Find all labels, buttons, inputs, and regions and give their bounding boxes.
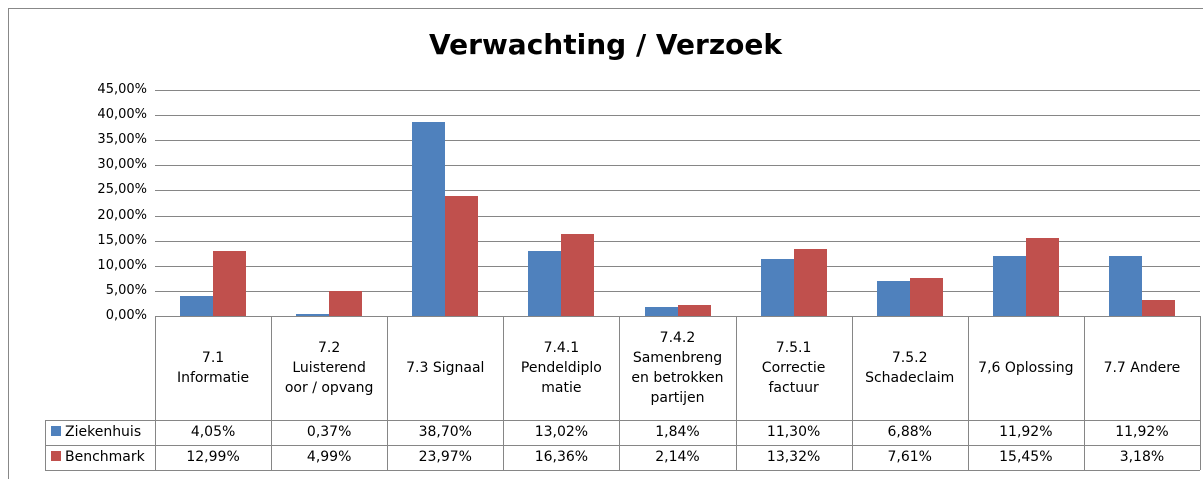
bar <box>1108 256 1142 316</box>
table-cell: 0,37% <box>306 424 352 440</box>
table-border <box>45 445 1200 446</box>
table-border <box>387 316 388 470</box>
bar <box>677 305 711 316</box>
table-cell: 6,88% <box>887 424 932 440</box>
x-tick-label: 7.5.2 Schadeclaim <box>865 350 955 386</box>
y-tick-label: 0,00% <box>105 308 147 323</box>
x-tick-label: 7.4.2 Samenbreng en betrokken partijen <box>631 330 724 406</box>
grid-line <box>155 216 1200 217</box>
table-cell: 1,84% <box>655 424 700 440</box>
table-cell: 7,61% <box>887 449 932 465</box>
y-tick-label: 40,00% <box>97 107 147 123</box>
table-border <box>852 316 853 470</box>
bar <box>876 281 910 316</box>
table-cell: 12,99% <box>186 449 240 465</box>
x-tick-label: 7.4.1 Pendeldiplo matie <box>520 340 602 396</box>
legend-swatch <box>51 451 61 461</box>
legend-swatch <box>51 426 61 436</box>
table-border <box>155 316 156 470</box>
table-border <box>968 316 969 470</box>
y-tick-label: 15,00% <box>97 232 147 248</box>
bar <box>180 295 214 316</box>
legend-label: Benchmark <box>65 449 145 465</box>
bar <box>445 195 479 316</box>
bar <box>644 306 678 316</box>
table-border <box>503 316 504 470</box>
bar <box>1025 238 1059 316</box>
x-tick-label: 7.7 Andere <box>1103 360 1181 376</box>
table-cell: 11,30% <box>766 424 821 440</box>
table-cell: 13,02% <box>534 424 589 440</box>
table-border <box>619 316 620 470</box>
bar <box>213 250 247 316</box>
table-cell: 11,92% <box>999 424 1053 440</box>
grid-line <box>155 241 1200 242</box>
table-cell: 23,97% <box>418 449 472 465</box>
x-tick-label: 7.3 Signaal <box>406 360 485 376</box>
bar <box>329 290 363 316</box>
x-tick-label: 7,6 Oplossing <box>978 360 1074 376</box>
legend-entry: Ziekenhuis <box>45 420 155 445</box>
table-cell: 11,92% <box>1115 424 1169 440</box>
x-tick-label: 7.2 Luisterend oor / opvang <box>284 340 374 396</box>
table-border <box>45 470 1200 471</box>
bar <box>561 233 595 316</box>
bar <box>296 314 330 316</box>
grid-line <box>155 115 1200 116</box>
grid-line <box>155 291 1200 292</box>
grid-line <box>155 140 1200 141</box>
chart-frame <box>8 8 1203 479</box>
table-border <box>1200 316 1201 470</box>
grid-line <box>155 190 1200 191</box>
y-tick-label: 10,00% <box>97 257 147 273</box>
x-tick-label: 7.5.1 Correctie factuur <box>761 340 826 396</box>
y-tick-label: 30,00% <box>97 157 147 173</box>
table-cell: 2,14% <box>655 449 700 465</box>
table-cell: 38,70% <box>418 424 472 440</box>
table-cell: 13,32% <box>766 449 821 465</box>
y-tick-label: 25,00% <box>97 182 147 198</box>
grid-line <box>155 316 1200 317</box>
bar <box>992 256 1026 316</box>
bar <box>909 277 943 316</box>
bar <box>528 250 562 316</box>
table-cell: 16,36% <box>534 449 589 465</box>
table-border <box>45 420 1200 421</box>
table-border <box>271 316 272 470</box>
y-tick-label: 35,00% <box>97 132 147 148</box>
x-tick-label: 7.1 Informatie <box>176 350 250 386</box>
table-cell: 3,18% <box>1119 449 1165 465</box>
grid-line <box>155 90 1200 91</box>
grid-line <box>155 266 1200 267</box>
y-tick-label: 45,00% <box>97 82 147 97</box>
legend-label: Ziekenhuis <box>65 424 142 440</box>
y-tick-label: 5,00% <box>105 282 147 298</box>
table-cell: 15,45% <box>999 449 1053 465</box>
bar <box>793 249 827 316</box>
chart-title: Verwachting / Verzoek <box>429 28 782 61</box>
y-tick-label: 20,00% <box>97 207 147 223</box>
legend-entry: Benchmark <box>45 445 155 470</box>
table-border <box>1084 316 1085 470</box>
table-cell: 4,05% <box>190 424 236 440</box>
bar <box>412 121 446 316</box>
table-border <box>736 316 737 470</box>
table-cell: 4,99% <box>306 449 352 465</box>
bar <box>760 259 794 316</box>
grid-line <box>155 165 1200 166</box>
bar <box>1141 300 1175 316</box>
